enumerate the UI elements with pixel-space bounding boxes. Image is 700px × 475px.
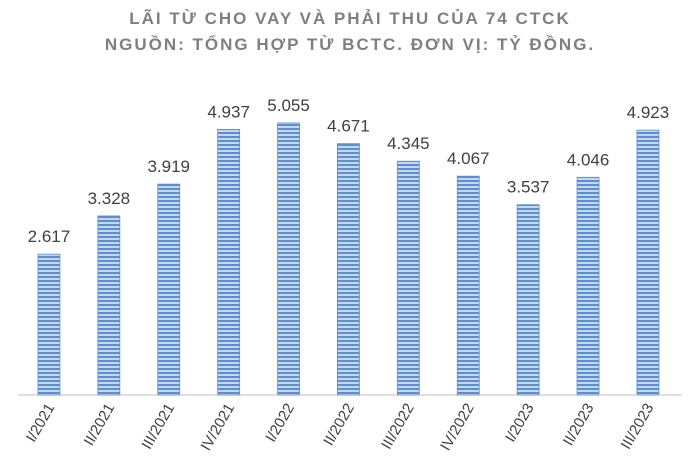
value-label: 3.919 [147, 157, 190, 176]
bar [157, 183, 181, 396]
bar [97, 215, 121, 396]
bar [217, 128, 241, 396]
value-label: 3.328 [88, 189, 131, 208]
value-label: 4.067 [447, 149, 490, 168]
bar [37, 253, 61, 396]
value-label: 4.937 [207, 102, 250, 121]
chart-title: LÃI TỪ CHO VAY VÀ PHẢI THU CỦA 74 CTCK [129, 8, 570, 28]
value-label: 3.537 [507, 178, 550, 197]
value-label: 4.046 [567, 150, 610, 169]
bar [516, 204, 540, 396]
value-label: 4.671 [327, 117, 370, 136]
bar [396, 160, 420, 396]
bar [576, 176, 600, 396]
value-label: 4.345 [387, 134, 430, 153]
bar [277, 122, 300, 396]
bar [337, 143, 360, 396]
value-label: 5.055 [267, 96, 310, 115]
bar [456, 175, 480, 396]
bar [636, 129, 660, 396]
value-label: 4.923 [627, 103, 670, 122]
value-label: 2.617 [28, 227, 71, 246]
chart-subtitle: NGUỒN: TỔNG HỢP TỪ BCTC. ĐƠN VỊ: TỶ ĐỒNG… [105, 35, 595, 54]
